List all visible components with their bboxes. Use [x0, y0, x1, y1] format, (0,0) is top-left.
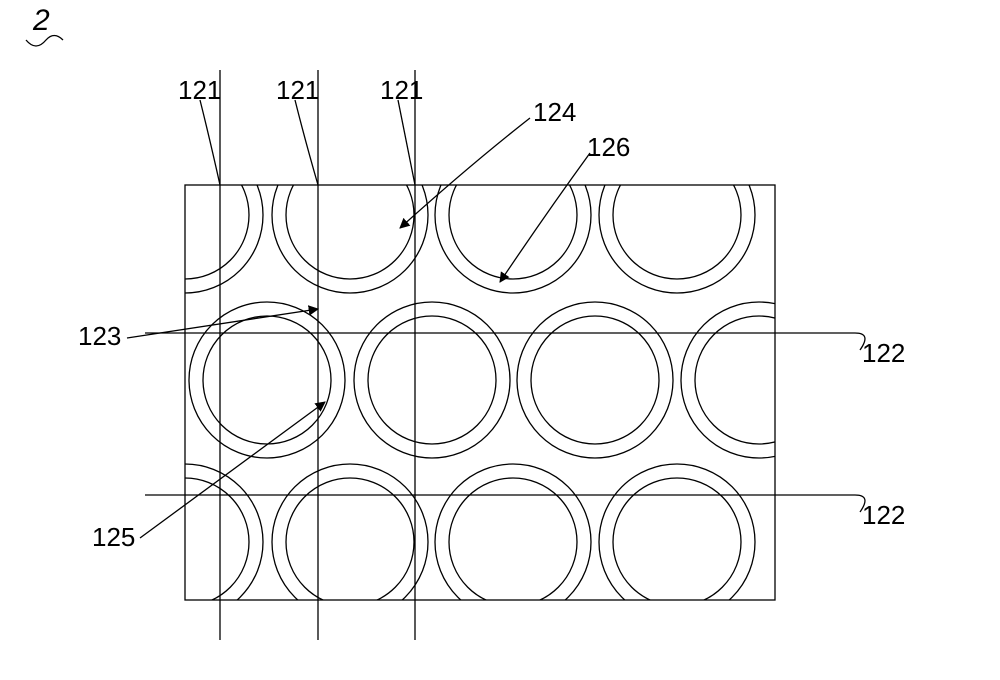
- leader-125: [140, 402, 325, 538]
- label-122a: 122: [862, 338, 905, 369]
- label-125: 125: [92, 522, 135, 553]
- ring-array: [107, 137, 837, 620]
- leader-121c: [398, 100, 415, 185]
- label-123: 123: [78, 321, 121, 352]
- label-122b: 122: [862, 500, 905, 531]
- figure-id: 2: [32, 4, 50, 37]
- label-121b: 121: [276, 75, 319, 106]
- label-126: 126: [587, 132, 630, 163]
- panel-border: [185, 185, 775, 600]
- label-121a: 121: [178, 75, 221, 106]
- label-124: 124: [533, 97, 576, 128]
- diagram-container: { "figure_id": "2", "labels": { "l121a":…: [0, 0, 1000, 680]
- label-121c: 121: [380, 75, 423, 106]
- leader-122a: [820, 333, 865, 350]
- leader-122b: [820, 495, 865, 512]
- diagram-svg: 2: [0, 0, 1000, 680]
- leader-121a: [200, 100, 220, 185]
- leader-121b: [295, 100, 318, 185]
- leader-124: [400, 118, 530, 228]
